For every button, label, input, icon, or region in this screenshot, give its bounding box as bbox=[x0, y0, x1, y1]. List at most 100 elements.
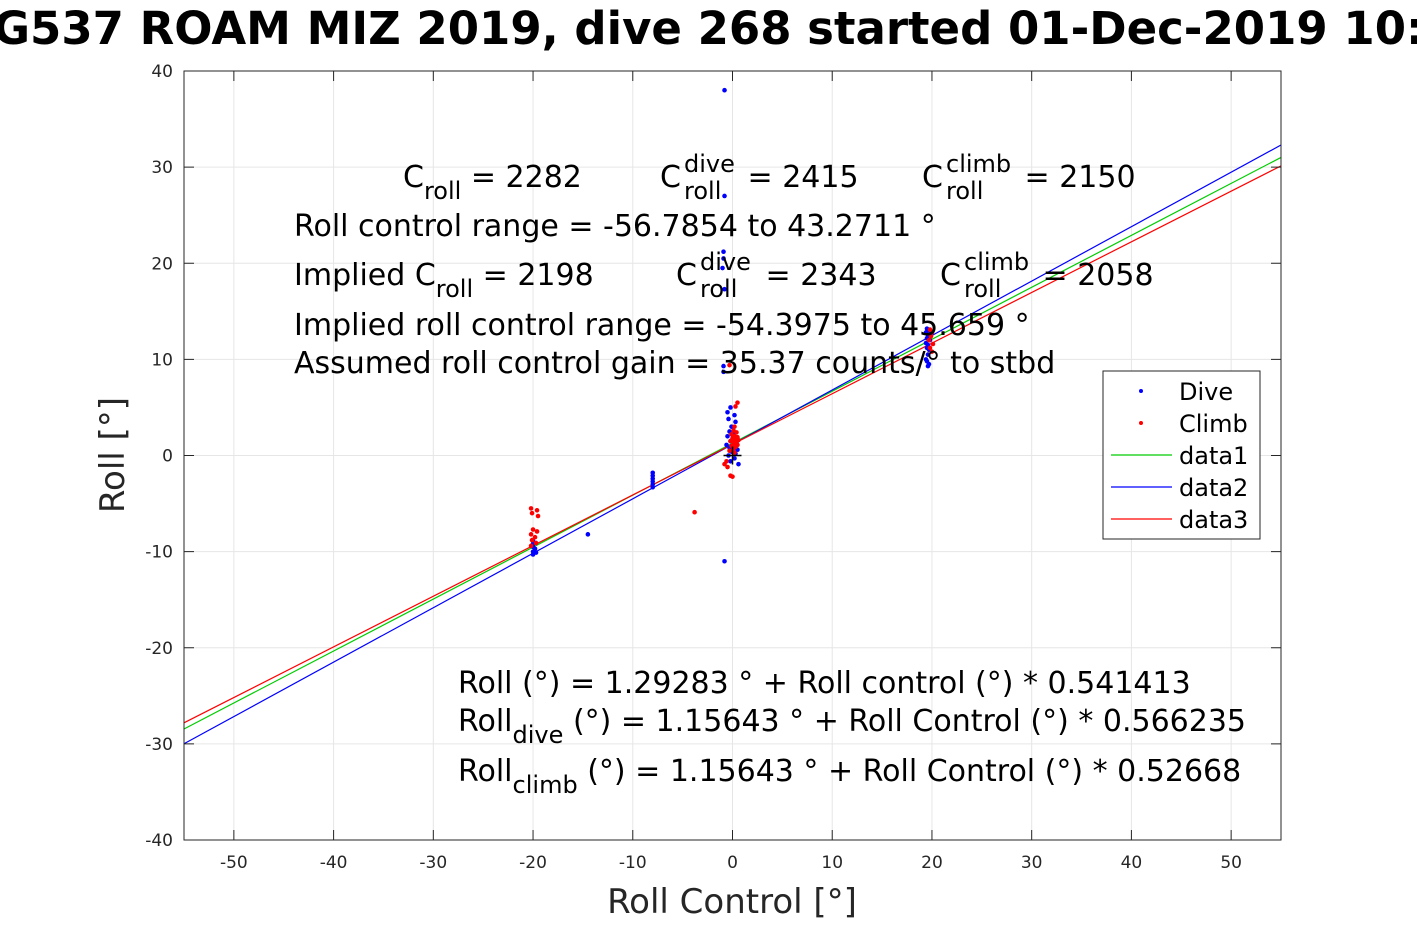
point-climb bbox=[930, 341, 936, 347]
y-tick-label: -30 bbox=[145, 735, 173, 755]
y-tick-label: 10 bbox=[151, 350, 173, 370]
point-climb bbox=[725, 464, 730, 470]
point-dive bbox=[728, 405, 733, 410]
data-points bbox=[528, 87, 936, 564]
point-climb bbox=[727, 362, 732, 368]
x-axis-label: Roll Control [°] bbox=[607, 882, 857, 922]
y-axis-label: Roll [°] bbox=[93, 397, 133, 513]
x-tick-label: 50 bbox=[1220, 853, 1242, 873]
point-dive bbox=[722, 87, 727, 93]
y-tick-label: -10 bbox=[145, 543, 173, 563]
point-climb bbox=[727, 448, 732, 453]
point-dive bbox=[722, 558, 727, 564]
legend-label-data2: data2 bbox=[1179, 474, 1248, 502]
figure-title-text: SG537 ROAM MIZ 2019, dive 268 started 01… bbox=[0, 2, 1417, 55]
point-dive bbox=[736, 461, 741, 467]
point-dive bbox=[733, 419, 738, 425]
point-dive bbox=[722, 193, 727, 199]
point-climb bbox=[530, 527, 536, 532]
figure-title: SG537 ROAM MIZ 2019, dive 268 started 01… bbox=[0, 2, 1417, 62]
point-climb bbox=[734, 430, 739, 435]
x-tick-label: 20 bbox=[921, 853, 943, 873]
point-climb bbox=[929, 349, 935, 354]
point-dive bbox=[728, 458, 733, 464]
point-climb bbox=[535, 513, 541, 519]
x-tick-label: -20 bbox=[519, 853, 547, 873]
point-dive bbox=[725, 433, 730, 439]
roll-control-gain: Assumed roll control gain = 35.37 counts… bbox=[294, 346, 1055, 381]
point-dive bbox=[721, 256, 726, 261]
point-climb bbox=[529, 537, 535, 543]
point-climb bbox=[534, 507, 540, 513]
point-dive bbox=[650, 484, 656, 490]
x-tick-label: 0 bbox=[727, 853, 738, 873]
legend-items: Dive Climb data1 data2 data3 bbox=[1111, 378, 1248, 534]
point-dive bbox=[732, 456, 737, 461]
point-climb bbox=[733, 404, 738, 409]
legend-label-data3: data3 bbox=[1179, 506, 1248, 534]
y-tick-label: 40 bbox=[151, 62, 173, 82]
point-climb bbox=[927, 345, 933, 351]
axis-ticks bbox=[184, 70, 1281, 841]
point-dive bbox=[925, 352, 931, 357]
point-dive bbox=[726, 416, 731, 422]
point-climb bbox=[528, 532, 534, 537]
point-climb bbox=[529, 510, 535, 516]
y-tick-label: 30 bbox=[151, 158, 173, 178]
point-climb bbox=[528, 543, 534, 549]
x-tick-label: -50 bbox=[220, 853, 248, 873]
c-roll-annotation: Croll = 2282 bbox=[403, 160, 582, 205]
legend-label-dive: Dive bbox=[1179, 378, 1233, 406]
fit-climb-equation: Rollclimb (°) = 1.15643 ° + Roll Control… bbox=[458, 754, 1241, 799]
implied-c-roll-annotation: Implied Croll = 2198 bbox=[294, 258, 594, 303]
x-tick-label: -10 bbox=[619, 853, 647, 873]
legend-marker-climb bbox=[1139, 421, 1143, 425]
x-tick-label: -30 bbox=[419, 853, 447, 873]
fit-all-equation: Roll (°) = 1.29283 ° + Roll control (°) … bbox=[458, 666, 1191, 701]
point-dive bbox=[720, 265, 725, 271]
point-climb bbox=[534, 529, 540, 534]
point-dive bbox=[722, 286, 727, 292]
point-climb bbox=[928, 334, 934, 339]
point-climb bbox=[732, 450, 737, 455]
legend-label-data1: data1 bbox=[1179, 442, 1248, 470]
y-tick-label: -40 bbox=[145, 831, 173, 851]
roll-control-range: Roll control range = -56.7854 to 43.2711… bbox=[294, 209, 936, 244]
y-tick-label: 20 bbox=[151, 254, 173, 274]
legend: Dive Climb data1 data2 data3 bbox=[1102, 370, 1261, 540]
point-dive bbox=[721, 363, 726, 369]
legend-label-climb: Climb bbox=[1179, 410, 1248, 438]
tick-labels: -50 -40 -30 -20 -10 0 10 20 30 40 50 -40 -30 -20 -10 0 1… bbox=[145, 62, 1242, 873]
point-climb bbox=[730, 474, 735, 479]
point-climb bbox=[528, 506, 534, 511]
fit-dive-equation: Rolldive (°) = 1.15643 ° + Roll Control … bbox=[458, 704, 1246, 749]
point-climb bbox=[532, 534, 538, 540]
point-climb bbox=[692, 509, 697, 515]
point-dive bbox=[721, 249, 726, 255]
point-climb bbox=[722, 461, 727, 467]
point-dive bbox=[925, 363, 931, 369]
y-tick-label: 0 bbox=[162, 447, 173, 467]
point-dive bbox=[724, 442, 729, 448]
x-tick-label: 40 bbox=[1121, 853, 1143, 873]
point-dive bbox=[725, 409, 730, 415]
x-tick-label: -40 bbox=[320, 853, 348, 873]
point-dive bbox=[533, 550, 539, 555]
point-dive bbox=[732, 412, 737, 418]
x-tick-label: 10 bbox=[821, 853, 843, 873]
legend-marker-dive bbox=[1139, 389, 1143, 393]
point-dive bbox=[721, 369, 726, 375]
point-climb bbox=[533, 540, 539, 546]
point-dive bbox=[585, 532, 591, 537]
y-tick-label: -20 bbox=[145, 639, 173, 659]
origin-marker bbox=[723, 446, 742, 465]
implied-roll-control-range: Implied roll control range = -54.3975 to… bbox=[294, 308, 1030, 343]
point-climb bbox=[929, 330, 935, 335]
point-climb bbox=[926, 337, 932, 343]
